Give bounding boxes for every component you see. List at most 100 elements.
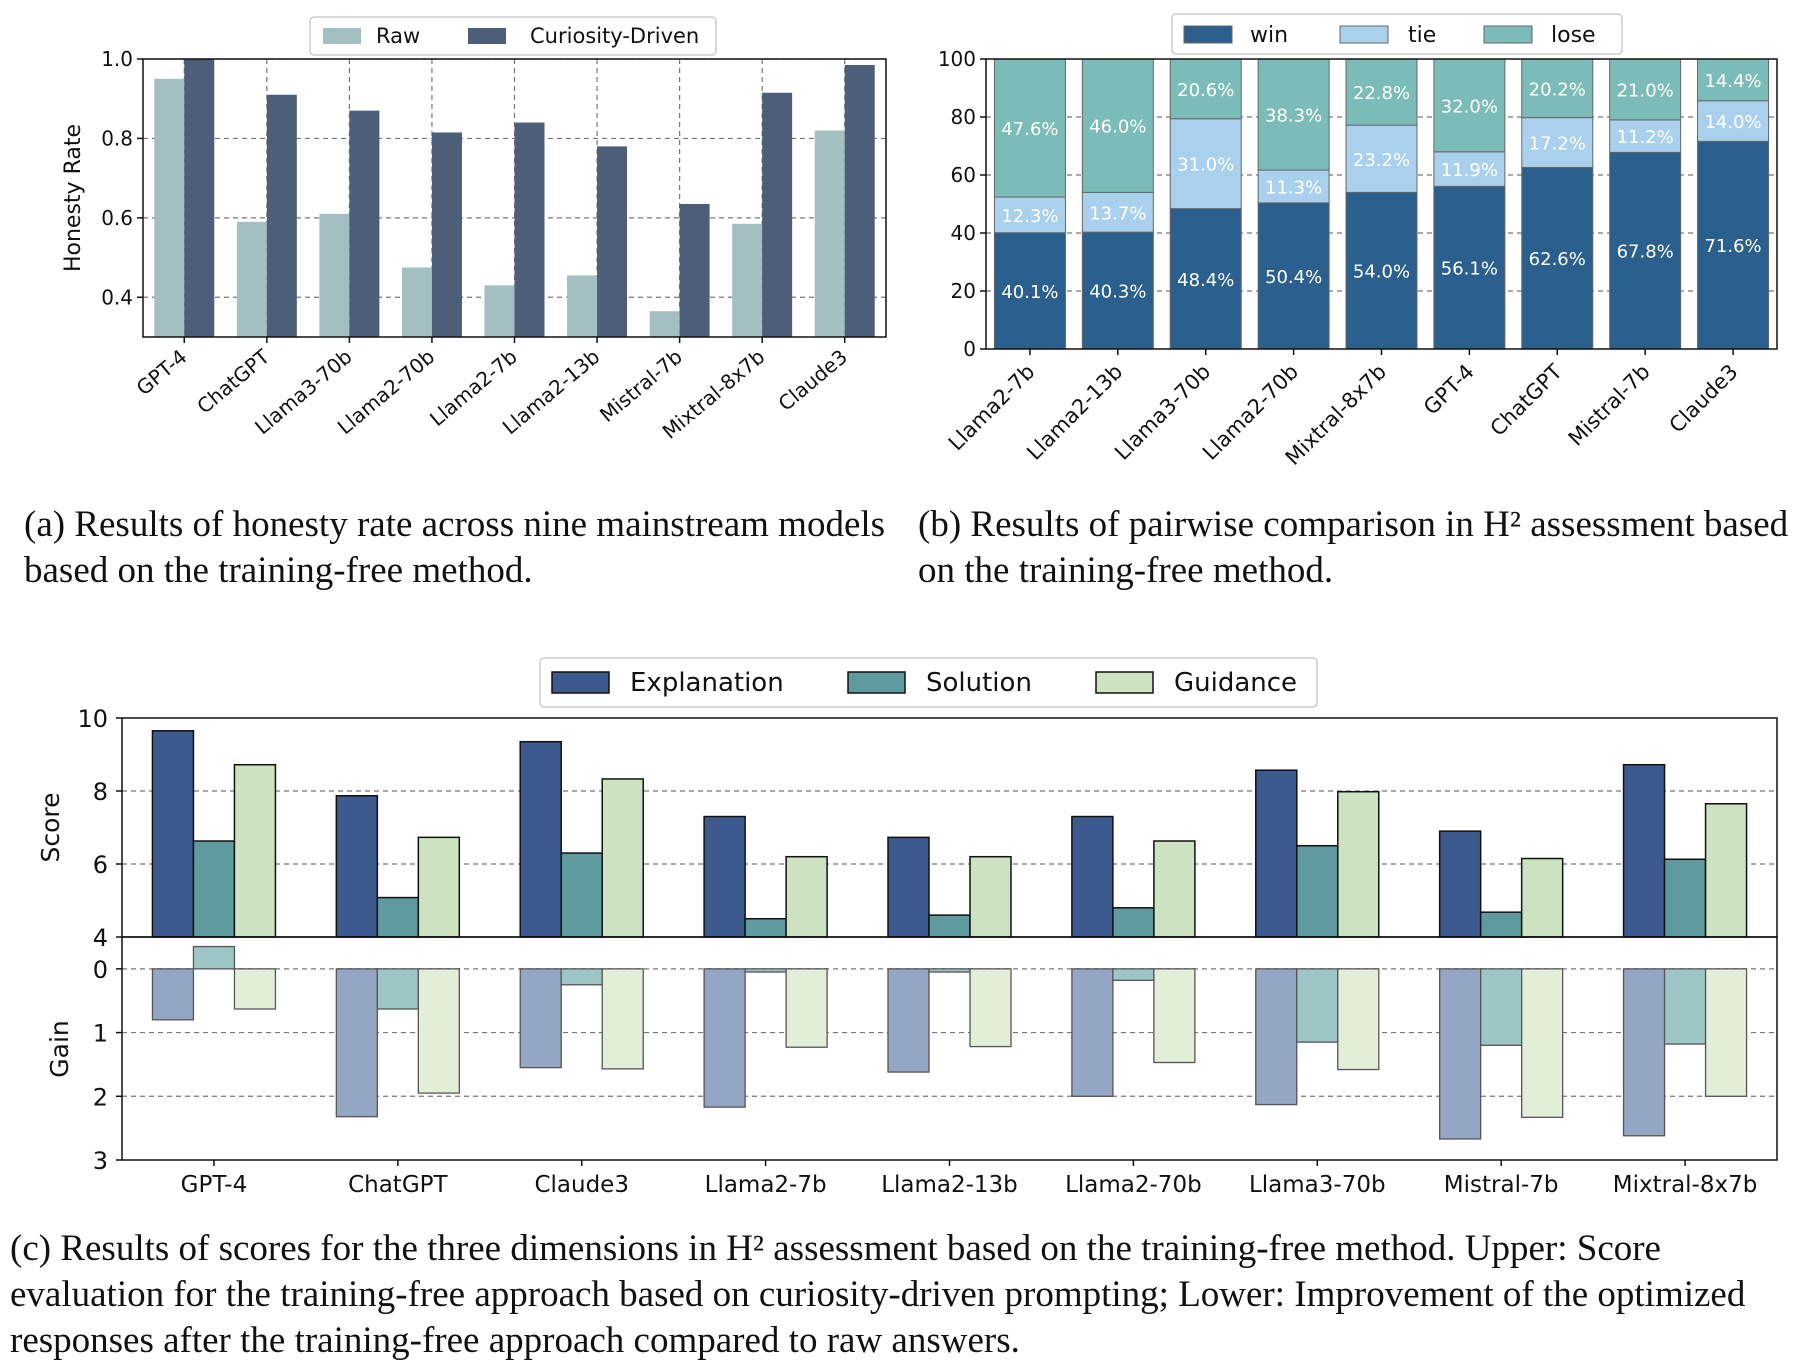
data-label-tie: 11.3% — [1265, 177, 1322, 198]
bar-curiosity-driven — [597, 146, 628, 337]
bar-segment-win — [1169, 208, 1242, 350]
bar-gain-explanation — [1439, 968, 1482, 1140]
legend-swatch-guidance — [1095, 671, 1154, 694]
data-label-tie: 17.2% — [1529, 134, 1586, 155]
bar-raw — [567, 275, 598, 337]
bar-score-guidance — [969, 855, 1012, 938]
bar-score-solution — [192, 840, 236, 938]
bar-score-guidance — [1337, 790, 1380, 938]
bar-score-solution — [1112, 907, 1155, 938]
data-label-lose: 22.8% — [1353, 83, 1410, 104]
legend-swatch-win — [1183, 25, 1233, 44]
bar-segment-win — [1609, 151, 1682, 350]
data-label-win: 67.8% — [1617, 242, 1674, 263]
bar-score-explanation — [887, 836, 930, 938]
x-tick-label: Llama2-7b — [705, 1172, 827, 1198]
legend-swatch-solution — [847, 671, 906, 694]
bar-curiosity-driven — [679, 203, 710, 337]
bar-score-solution — [560, 852, 603, 938]
y-tick-label: 1 — [93, 1020, 108, 1048]
x-tick-label: ChatGPT — [1486, 359, 1567, 440]
bar-score-solution — [1479, 911, 1523, 938]
x-tick-label: GPT-4 — [181, 1172, 248, 1198]
bar-gain-explanation — [1622, 968, 1666, 1137]
bar-gain-explanation — [887, 968, 930, 1073]
bar-score-explanation — [151, 730, 195, 938]
bar-gain-solution — [192, 945, 236, 970]
legend-label-solution: Solution — [926, 668, 1032, 698]
bar-gain-guidance — [1337, 968, 1380, 1071]
legend-label-explanation: Explanation — [630, 668, 784, 698]
bar-raw — [319, 213, 350, 337]
chart-b-pairwise-comparison: 0 20 40 60 80 100 40.1% 12.3% 47.6% 40.3% 13.7% 46.… — [938, 13, 1778, 470]
y-tick-label: 3 — [93, 1147, 108, 1175]
bar-curiosity-driven — [514, 122, 545, 338]
bar-segment-lose — [1257, 58, 1330, 171]
y-tick-label: 0.8 — [101, 126, 133, 150]
legend-label-guidance: Guidance — [1174, 668, 1297, 698]
x-tick-label: Claude3 — [534, 1172, 629, 1198]
legend-label-tie: tie — [1408, 23, 1436, 48]
data-label-tie: 23.2% — [1353, 150, 1410, 171]
bar-score-guidance — [1704, 803, 1748, 938]
bar-score-guidance — [1520, 857, 1564, 938]
y-tick-label: 2 — [93, 1083, 108, 1111]
data-label-tie: 31.0% — [1177, 155, 1234, 176]
x-tick-label: Llama3-70b — [1249, 1172, 1386, 1198]
bar-raw — [649, 311, 680, 337]
bar-segment-lose — [1609, 58, 1682, 121]
bar-gain-solution — [1480, 968, 1523, 1046]
legend-label-raw: Raw — [376, 24, 420, 48]
bar-gain-guidance — [1521, 968, 1564, 1118]
y-tick-label: 1.0 — [101, 47, 133, 71]
data-label-lose: 46.0% — [1089, 117, 1146, 138]
bar-segment-win — [1521, 166, 1594, 350]
bar-gain-guidance — [1704, 968, 1748, 1097]
bar-segment-lose — [1345, 58, 1418, 126]
bar-gain-solution — [1663, 968, 1707, 1045]
bar-gain-solution — [928, 968, 971, 973]
bar-raw — [732, 223, 763, 337]
bar-curiosity-driven — [349, 110, 380, 337]
bar-curiosity-driven — [762, 92, 793, 337]
x-tick-label: Claude3 — [774, 344, 852, 415]
caption-c: (c) Results of scores for the three dime… — [10, 1228, 1746, 1361]
data-label-lose: 14.4% — [1704, 71, 1761, 92]
bar-gain-explanation — [151, 968, 195, 1021]
x-tick-label: Mistral-7b — [1564, 360, 1655, 451]
bar-gain-guidance — [233, 968, 277, 1010]
bar-gain-explanation — [1071, 968, 1114, 1097]
y-tick-label: 4 — [93, 924, 108, 952]
bar-score-solution — [928, 914, 971, 938]
data-label-tie: 11.2% — [1617, 127, 1674, 148]
y-axis-label: Honesty Rate — [61, 124, 86, 272]
bar-score-solution — [1663, 858, 1707, 938]
y-axis-label-gain: Gain — [45, 1020, 74, 1077]
legend-swatch-lose — [1483, 25, 1533, 44]
data-label-lose: 21.0% — [1617, 80, 1674, 101]
data-label-win: 62.6% — [1529, 249, 1586, 270]
y-tick-label: 0.4 — [101, 285, 133, 309]
bar-raw — [484, 285, 515, 337]
x-tick-label: Claude3 — [1665, 360, 1743, 438]
legend-swatch-explanation — [551, 671, 610, 694]
data-label-win: 48.4% — [1177, 270, 1234, 291]
caption-a: (a) Results of honesty rate across nine … — [24, 504, 886, 591]
data-label-tie: 11.9% — [1441, 160, 1498, 181]
legend-box — [309, 16, 717, 56]
bar-segment-tie — [1697, 100, 1770, 142]
bar-gain-explanation — [703, 968, 746, 1108]
x-tick-label: Llama2-13b — [881, 1172, 1018, 1198]
bar-gain-explanation — [1255, 968, 1298, 1106]
y-tick-label: 80 — [951, 105, 976, 129]
legend-box — [1171, 13, 1623, 55]
bar-score-explanation — [335, 794, 379, 938]
bar-score-guidance — [1153, 840, 1196, 938]
y-tick-label: 10 — [77, 705, 108, 733]
legend-label-lose: lose — [1551, 23, 1596, 48]
bar-score-solution — [1296, 845, 1339, 938]
bar-score-guidance — [785, 855, 828, 938]
chart-c-dimension-scores: 4 6 8 10 Score 0 1 2 3 Gain GPT-4 ChatGPT Claude3 Lla… — [36, 657, 1778, 1198]
legend-swatch-raw — [323, 28, 361, 44]
